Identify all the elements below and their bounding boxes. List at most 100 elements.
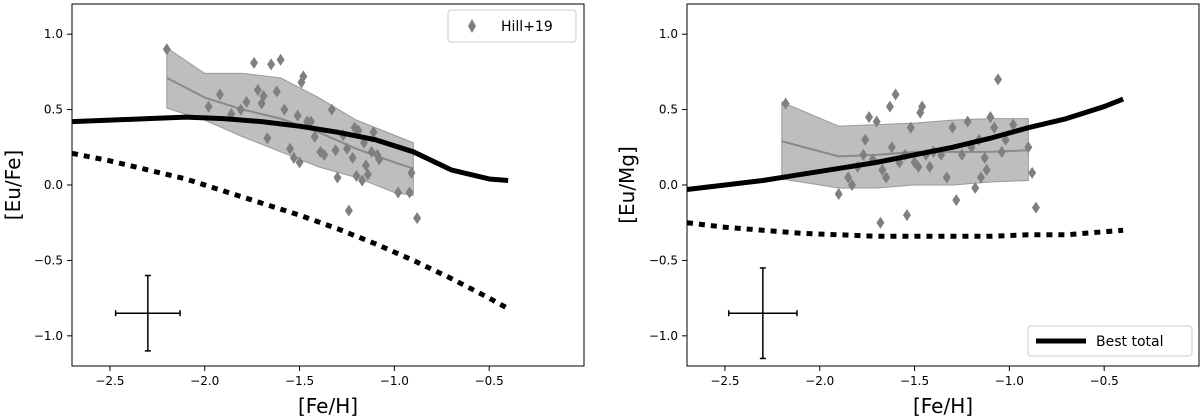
x-axis-label: [Fe/H] [913,394,973,418]
scatter-point [865,111,874,124]
model-line-best-total [71,114,509,183]
scatter-point [263,132,272,145]
scatter-point [971,182,980,195]
right-y-ticks: −1.0 −0.5 0.0 0.5 1.0 [649,27,687,343]
scatter-point [320,148,329,161]
scatter-point [162,43,171,56]
scatter-point [215,88,224,101]
left-x-ticks: −2.5 −2.0 −1.5 −1.0 −0.5 [95,366,504,388]
x-tick-label: −0.5 [475,374,504,388]
scatter-point [1031,201,1040,214]
scatter-point [982,163,991,176]
x-axis-label: [Fe/H] [298,394,358,418]
scatter-point [942,171,951,184]
scatter-point [299,70,308,83]
x-tick-label: −2.0 [805,374,834,388]
scatter-point [286,142,295,155]
scatter-point [925,160,934,173]
scatter-point [1028,166,1037,179]
panel-right: −2.5 −2.0 −1.5 −1.0 −0.5 −1.0 −0.5 0.0 0.5 1.0 [… [615,3,1200,418]
y-axis-label: [Eu/Mg] [615,146,639,224]
model-line-dotted [71,150,510,311]
right-plot-marks [686,73,1125,360]
x-tick-label: −1.5 [900,374,929,388]
scatter-point [952,194,961,207]
median-line [781,140,1029,158]
scatter-point [878,163,887,176]
x-tick-label: −1.5 [285,374,314,388]
scatter-point [327,103,336,116]
scatter-point [267,58,276,71]
scatter-point [342,142,351,155]
y-tick-label: 0.0 [44,178,63,192]
scatter-point [333,171,342,184]
scatter-point [918,100,927,113]
scatter-point [882,171,891,184]
scatter-point [348,151,357,164]
scatter-point [876,216,885,229]
y-tick-label: 1.0 [659,27,678,41]
scatter-point [957,148,966,161]
scatter-point [369,126,378,139]
plot-frame [71,3,585,367]
y-tick-label: 0.5 [44,103,63,117]
scatter-point [948,121,957,134]
scatter-point [272,85,281,98]
x-tick-label: −1.0 [995,374,1024,388]
scatter-point [280,103,289,116]
left-plot-marks [71,43,510,352]
scatter-point [310,130,319,143]
x-tick-label: −1.0 [380,374,409,388]
scatter-point [844,171,853,184]
scatter-point [847,179,856,191]
left-y-ticks: −1.0 −0.5 0.0 0.5 1.0 [34,27,72,343]
legend-right: Best total [1027,325,1193,357]
y-tick-label: 1.0 [44,27,63,41]
y-tick-label: −0.5 [649,253,678,267]
scatter-point [363,168,372,181]
scatter-point [250,56,259,69]
x-tick-label: −2.5 [710,374,739,388]
scatter-point [902,209,911,222]
scatter-point [405,186,414,199]
legend-label-hill19: Hill+19 [501,19,553,35]
scatter-point [1024,141,1033,154]
right-x-ticks: −2.5 −2.0 −1.5 −1.0 −0.5 [710,366,1119,388]
legend-label-best-total: Best total [1096,334,1163,350]
model-line-best-total [686,96,1125,193]
scatter-point [986,111,995,124]
x-tick-label: −2.5 [95,374,124,388]
scatter-point [980,151,989,164]
scatter-point [413,212,422,225]
scatter-point [375,153,384,166]
scatter-point [997,145,1006,158]
scatter-point [906,121,915,134]
scatter-point [859,148,868,161]
scatter-point [872,115,881,128]
model-line-dotted [686,220,1124,239]
scatter-point [358,174,367,187]
scatter-point [242,96,251,109]
y-tick-label: 0.0 [659,178,678,192]
scatter-point [289,151,298,164]
scatter-point [887,141,896,154]
scatter-point [914,160,923,173]
scatter-point [259,90,268,103]
y-tick-label: −0.5 [34,253,63,267]
legend-frame [1027,325,1193,357]
scatter-point [834,188,843,201]
scatter-point [407,166,416,179]
scatter-point [993,73,1002,86]
scatter-point [204,100,213,113]
scatter-point [344,204,353,217]
scatter-point [306,115,315,128]
y-tick-label: 0.5 [659,103,678,117]
scatter-point [781,97,790,110]
scatter-point [990,121,999,134]
scatter-point [861,133,870,146]
scatter-point [276,53,285,66]
y-axis-label: [Eu/Fe] [1,150,25,220]
scatter-point [253,83,262,96]
scatter-point [295,156,304,169]
scatter-point [331,144,340,157]
